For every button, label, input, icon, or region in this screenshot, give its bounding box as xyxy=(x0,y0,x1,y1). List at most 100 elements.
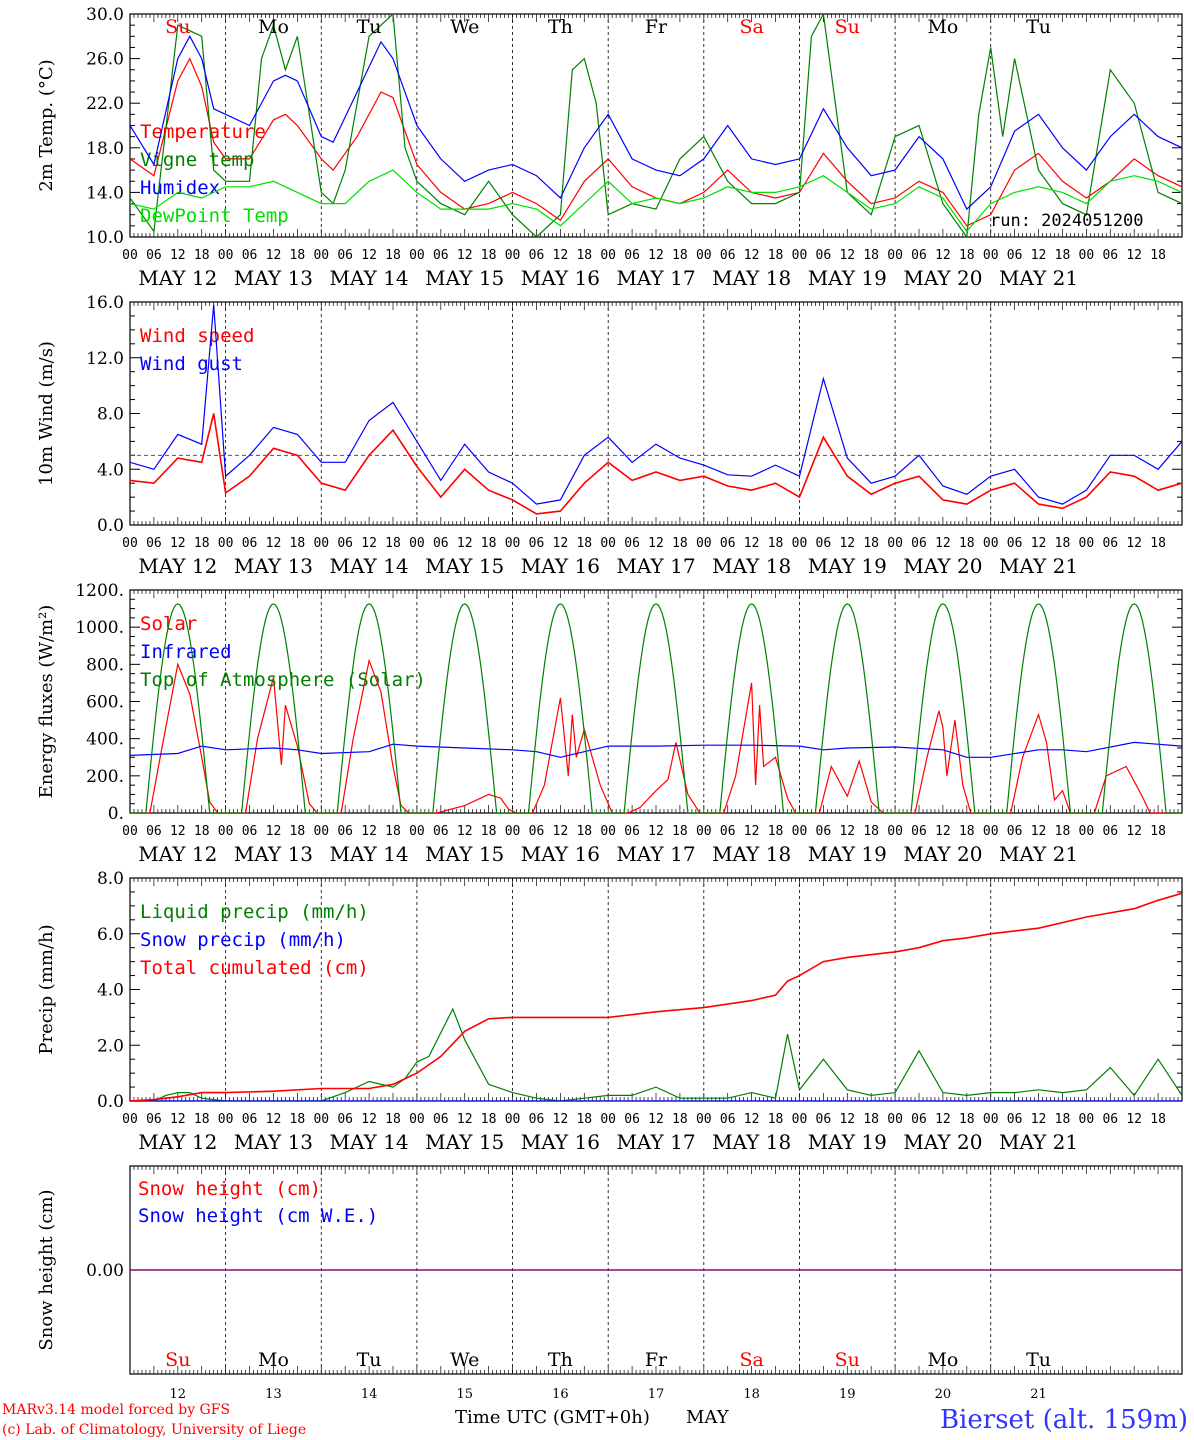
y-tick-label: 8.0 xyxy=(97,869,124,889)
hour-tick-label: 06 xyxy=(242,824,258,839)
weekday-label: Tu xyxy=(1026,1349,1051,1371)
hour-tick-label: 06 xyxy=(816,536,832,551)
hour-tick-label: 00 xyxy=(505,1112,521,1127)
hour-tick-label: 12 xyxy=(935,1112,951,1127)
hour-tick-label: 06 xyxy=(1007,248,1023,263)
hour-tick-label: 18 xyxy=(672,248,688,263)
hour-tick-label: 18 xyxy=(1150,248,1166,263)
hour-tick-label: 18 xyxy=(1150,824,1166,839)
y-tick-label: 200. xyxy=(86,767,124,787)
hour-tick-label: 06 xyxy=(242,248,258,263)
hour-tick-label: 18 xyxy=(290,1112,306,1127)
footer-credit: (c) Lab. of Climatology, University of L… xyxy=(2,1422,306,1438)
plot-frame xyxy=(129,13,1183,238)
y-tick-label: 8.0 xyxy=(97,405,124,425)
day-number-label: 18 xyxy=(743,1387,760,1402)
hour-tick-label: 12 xyxy=(744,536,760,551)
date-label: MAY 12 xyxy=(138,554,217,578)
legend-entry: Snow height (cm) xyxy=(138,1178,321,1200)
hour-tick-label: 18 xyxy=(576,824,592,839)
day-number-label: 17 xyxy=(648,1387,665,1402)
y-tick-label: 2.0 xyxy=(97,1036,124,1056)
hour-tick-label: 18 xyxy=(194,536,210,551)
hour-tick-label: 18 xyxy=(863,824,879,839)
date-label: MAY 20 xyxy=(903,1130,982,1154)
hour-tick-label: 18 xyxy=(290,824,306,839)
hour-tick-label: 12 xyxy=(1031,248,1047,263)
legend-entry: Top of Atmosphere (Solar) xyxy=(140,669,426,691)
weekday-label: Tu xyxy=(357,16,382,38)
hour-tick-label: 00 xyxy=(1079,824,1095,839)
date-label: MAY 21 xyxy=(999,842,1078,866)
y-tick-label: 1200. xyxy=(75,581,124,601)
hour-tick-label: 00 xyxy=(409,824,425,839)
hour-tick-label: 12 xyxy=(1126,1112,1142,1127)
date-label: MAY 20 xyxy=(903,266,982,290)
hour-tick-label: 12 xyxy=(648,1112,664,1127)
hour-tick-label: 00 xyxy=(218,536,234,551)
hour-tick-label: 00 xyxy=(218,1112,234,1127)
hour-tick-label: 18 xyxy=(863,1112,879,1127)
panel-1: 10.0 14.0 18.0 22.0 26.0 30.0 2m Temp. (°C) Tem… xyxy=(36,5,1183,290)
series-line xyxy=(130,741,1182,758)
hour-tick-label: 06 xyxy=(816,248,832,263)
hour-tick-label: 00 xyxy=(409,1112,425,1127)
hour-tick-label: 06 xyxy=(1102,536,1118,551)
hour-tick-label: 00 xyxy=(792,248,808,263)
panel-3: 0. 200. 400. 600. 800. 1000. 1200. Energy fluxe… xyxy=(36,581,1183,866)
hour-tick-label: 18 xyxy=(863,536,879,551)
hour-tick-label: 18 xyxy=(481,536,497,551)
hour-tick-label: 06 xyxy=(337,824,353,839)
hour-tick-label: 18 xyxy=(1055,824,1071,839)
day-number-label: 12 xyxy=(170,1387,187,1402)
hour-tick-label: 00 xyxy=(505,248,521,263)
hour-tick-label: 00 xyxy=(218,248,234,263)
hour-tick-label: 18 xyxy=(863,248,879,263)
hour-tick-label: 18 xyxy=(481,248,497,263)
date-label: MAY 21 xyxy=(999,266,1078,290)
y-axis-label: Energy fluxes (W/m²) xyxy=(36,605,57,799)
y-tick-label: 0.00 xyxy=(86,1261,124,1281)
hour-tick-label: 06 xyxy=(529,1112,545,1127)
weekday-label: Fr xyxy=(645,16,668,38)
hour-tick-label: 06 xyxy=(1007,536,1023,551)
date-label: MAY 17 xyxy=(616,266,695,290)
footer-model: MARv3.14 model forced by GFS xyxy=(2,1402,230,1418)
date-label: MAY 16 xyxy=(521,1130,600,1154)
hour-tick-label: 12 xyxy=(361,536,377,551)
weekday-label: Mo xyxy=(258,16,289,38)
y-tick-label: 10.0 xyxy=(86,228,124,248)
hour-tick-label: 06 xyxy=(911,536,927,551)
hour-tick-label: 06 xyxy=(911,824,927,839)
date-label: MAY 15 xyxy=(425,842,504,866)
weekday-label: Fr xyxy=(645,1349,668,1371)
hour-tick-label: 00 xyxy=(792,536,808,551)
date-label: MAY 20 xyxy=(903,554,982,578)
weekday-label: Tu xyxy=(1026,16,1051,38)
hour-tick-label: 00 xyxy=(696,536,712,551)
hour-tick-label: 18 xyxy=(290,248,306,263)
series-line xyxy=(130,169,1182,233)
hour-tick-label: 06 xyxy=(720,824,736,839)
series-line xyxy=(130,658,1182,813)
weekday-label: Tu xyxy=(357,1349,382,1371)
x-axis-label: Time UTC (GMT+0h) xyxy=(455,1407,650,1428)
hour-tick-label: 18 xyxy=(1150,1112,1166,1127)
hour-tick-label: 18 xyxy=(194,1112,210,1127)
hour-tick-label: 12 xyxy=(1126,536,1142,551)
hour-tick-label: 18 xyxy=(385,1112,401,1127)
hour-tick-label: 06 xyxy=(433,824,449,839)
hour-tick-label: 00 xyxy=(887,536,903,551)
station-label: Bierset (alt. 159m) xyxy=(940,1405,1188,1435)
hour-tick-label: 12 xyxy=(1031,1112,1047,1127)
series-line xyxy=(130,35,1182,211)
hour-tick-label: 12 xyxy=(839,824,855,839)
hour-tick-label: 00 xyxy=(600,536,616,551)
hour-tick-label: 00 xyxy=(505,824,521,839)
date-label: MAY 17 xyxy=(616,1130,695,1154)
day-number-label: 21 xyxy=(1030,1387,1047,1402)
hour-tick-label: 12 xyxy=(266,1112,282,1127)
date-label: MAY 16 xyxy=(521,266,600,290)
hour-tick-label: 12 xyxy=(1126,248,1142,263)
